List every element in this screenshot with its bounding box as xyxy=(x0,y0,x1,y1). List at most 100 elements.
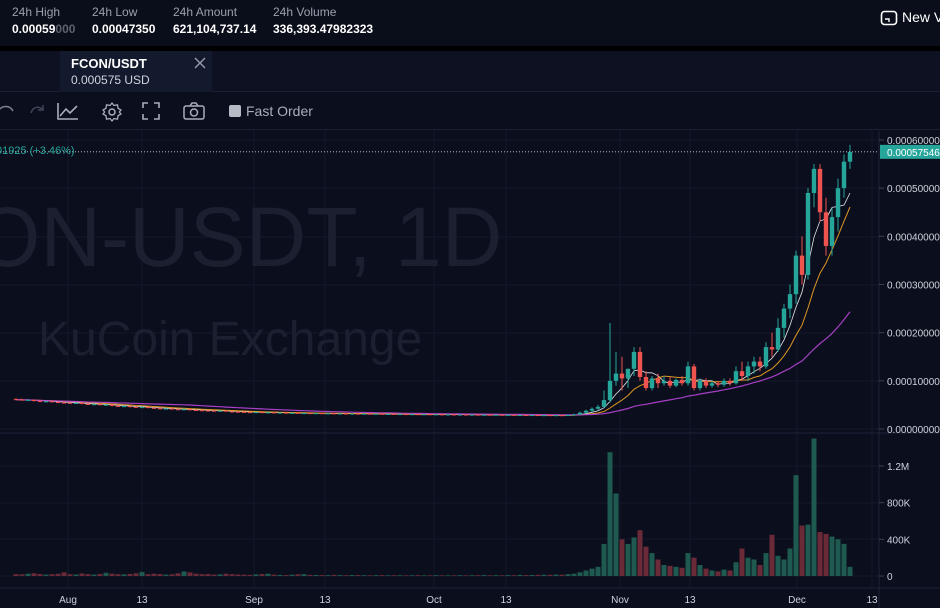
price-axis-label: 0.00040000 xyxy=(887,232,940,243)
candle xyxy=(55,401,61,404)
volume-bar xyxy=(133,573,139,576)
candle xyxy=(811,164,817,208)
volume-bar xyxy=(559,574,565,576)
volume-bar xyxy=(295,574,301,576)
candle xyxy=(787,284,793,319)
volume-bar xyxy=(691,557,697,576)
stat-label: 24h Volume xyxy=(273,5,337,19)
candle-body xyxy=(463,414,469,416)
close-icon[interactable] xyxy=(194,57,206,69)
time-axis-label: 13 xyxy=(136,595,148,606)
time-axis-label: Aug xyxy=(59,595,77,606)
candle xyxy=(169,408,175,410)
candle-body xyxy=(331,413,337,415)
settings-icon[interactable] xyxy=(101,101,123,123)
candle-body xyxy=(37,401,43,403)
moving-averages xyxy=(15,192,851,416)
volume-bar xyxy=(697,565,703,576)
candle xyxy=(679,376,685,386)
candle xyxy=(193,409,199,411)
candle-body xyxy=(19,399,25,401)
candle-body xyxy=(349,413,355,415)
volume-bar xyxy=(67,574,73,576)
price-axis-label: 0.00010000 xyxy=(887,377,940,388)
volume-bar xyxy=(667,565,673,576)
volume-bar xyxy=(253,574,259,576)
candle xyxy=(637,347,643,381)
candle xyxy=(799,236,805,285)
candle-body xyxy=(211,410,217,412)
candle xyxy=(73,402,79,404)
volume-bar xyxy=(715,571,721,576)
volume-bar xyxy=(679,567,685,576)
candle-body xyxy=(373,413,379,415)
price-chart[interactable]: ON-USDT, 1D KuCoin Exchange 0.000600000.… xyxy=(0,131,940,608)
volume-bar xyxy=(601,543,607,576)
time-axis-label: 13 xyxy=(866,595,878,606)
candle-body xyxy=(439,414,445,416)
candle xyxy=(619,356,625,391)
candle-body xyxy=(559,415,565,417)
candle-body xyxy=(277,412,283,414)
candle-body xyxy=(283,412,289,414)
volume-bar xyxy=(445,575,451,576)
candle xyxy=(469,414,475,416)
candle-body xyxy=(475,414,481,416)
candle-body xyxy=(541,415,547,417)
fast-order-toggle[interactable]: Fast Order xyxy=(229,103,313,119)
time-axis-label: 13 xyxy=(684,595,696,606)
candle-body xyxy=(181,409,187,411)
candle-body xyxy=(433,414,439,416)
redo-icon[interactable] xyxy=(28,101,46,121)
volume-bar xyxy=(589,568,595,576)
volume-bar xyxy=(799,525,805,576)
volume-bar xyxy=(595,566,601,576)
candle-body xyxy=(337,413,343,415)
candle-body xyxy=(517,414,523,416)
volume-bar xyxy=(775,555,781,576)
candle xyxy=(61,401,67,404)
volume-bar xyxy=(631,537,637,576)
candle-body xyxy=(385,413,391,415)
volume-bar xyxy=(277,574,283,576)
fast-order-checkbox[interactable] xyxy=(229,105,241,117)
volume-bar xyxy=(547,574,553,576)
new-version-button[interactable]: New V xyxy=(880,9,940,31)
candle xyxy=(805,188,811,280)
candle xyxy=(487,414,493,416)
candle xyxy=(625,368,631,389)
fullscreen-icon[interactable] xyxy=(141,101,161,121)
volume-bar xyxy=(157,573,163,576)
candle-body xyxy=(577,412,583,415)
volume-bar xyxy=(607,452,613,576)
undo-icon[interactable] xyxy=(0,101,16,121)
candle xyxy=(421,413,427,416)
header-separator xyxy=(0,46,940,51)
candle-body xyxy=(193,409,199,411)
pair-tab-price: 0.000575 USD xyxy=(71,73,150,87)
volume-bar xyxy=(427,575,433,576)
volume-bar xyxy=(139,571,145,576)
candle-body xyxy=(103,404,109,406)
candle xyxy=(19,398,25,401)
time-axis-label: Sep xyxy=(245,595,263,606)
indicators-icon[interactable] xyxy=(56,101,80,121)
candle xyxy=(163,407,169,410)
candle xyxy=(79,402,85,405)
volume-bar xyxy=(271,574,277,576)
volume-bar xyxy=(175,573,181,576)
candle-body xyxy=(73,402,79,404)
candle xyxy=(343,413,349,415)
candle xyxy=(283,412,289,414)
candle-body xyxy=(229,411,235,413)
candle xyxy=(463,414,469,416)
candle-body xyxy=(649,378,655,389)
camera-icon[interactable] xyxy=(182,101,206,121)
candle-body xyxy=(79,402,85,404)
volume-bar xyxy=(145,574,151,576)
pair-tab[interactable]: FCON/USDT 0.000575 USD xyxy=(60,51,212,92)
volume-bar xyxy=(313,574,319,576)
price-axis-label: 0.00000000 xyxy=(887,425,940,436)
volume-bar xyxy=(451,575,457,576)
candle-body xyxy=(811,168,817,193)
